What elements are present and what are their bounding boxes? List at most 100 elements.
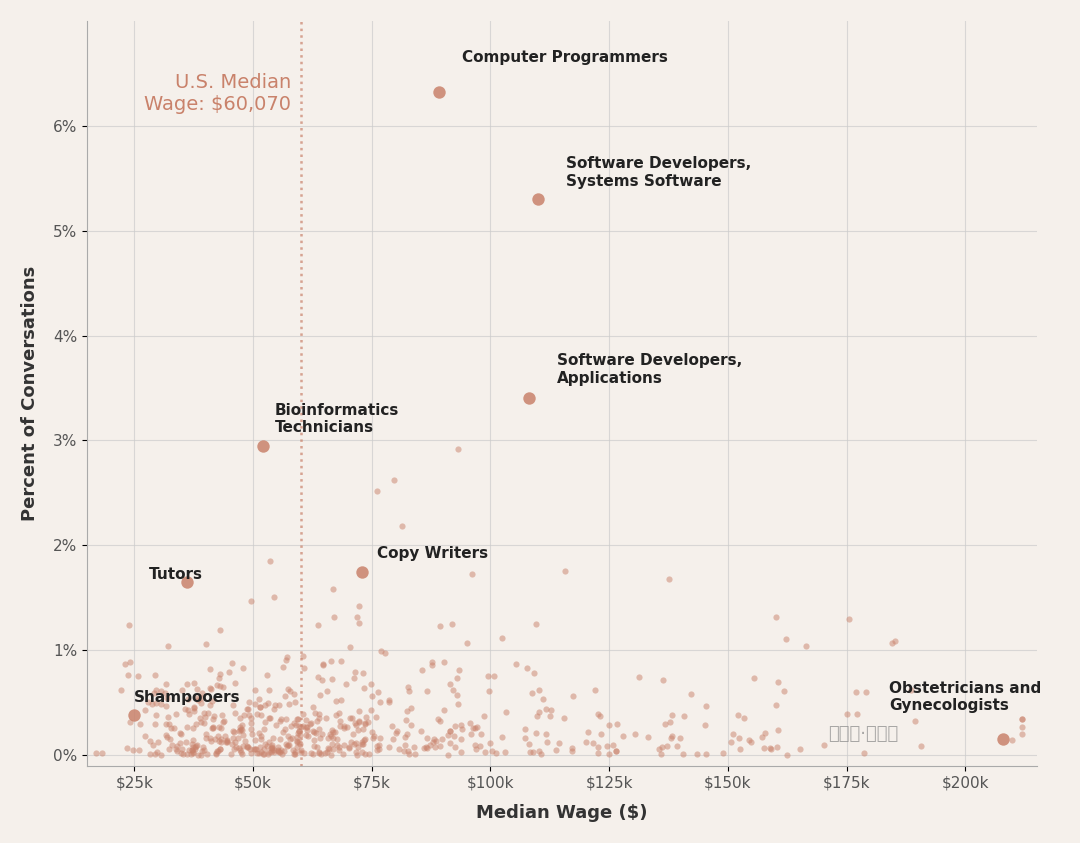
Point bbox=[626, 728, 644, 741]
Point bbox=[289, 712, 307, 726]
Point bbox=[887, 634, 904, 647]
Point bbox=[288, 730, 306, 744]
Point bbox=[252, 740, 269, 754]
Point bbox=[167, 707, 185, 721]
Point bbox=[715, 746, 732, 760]
Point bbox=[318, 711, 335, 725]
Point bbox=[346, 666, 363, 679]
Point bbox=[740, 733, 757, 747]
Point bbox=[211, 671, 228, 685]
Point bbox=[324, 743, 341, 756]
Point bbox=[444, 617, 461, 631]
Point bbox=[214, 708, 231, 722]
Point bbox=[227, 740, 244, 754]
Point bbox=[136, 730, 153, 744]
Text: Obstetricians and
Gynecologists: Obstetricians and Gynecologists bbox=[890, 680, 1042, 713]
Point bbox=[362, 678, 379, 691]
Point bbox=[291, 735, 308, 749]
Point bbox=[306, 733, 323, 747]
Point bbox=[376, 647, 393, 660]
Point bbox=[302, 717, 320, 730]
Point bbox=[231, 741, 248, 754]
Point bbox=[607, 744, 624, 757]
Point bbox=[152, 748, 170, 761]
Point bbox=[167, 743, 185, 756]
Point bbox=[189, 691, 206, 705]
Point bbox=[697, 718, 714, 732]
Point bbox=[310, 707, 327, 721]
Point bbox=[212, 721, 229, 734]
Point bbox=[280, 682, 297, 695]
Point bbox=[288, 740, 306, 754]
Point bbox=[373, 645, 390, 658]
Point bbox=[217, 735, 234, 749]
Point bbox=[145, 738, 162, 752]
Point bbox=[421, 738, 438, 752]
Point bbox=[212, 742, 229, 755]
Point bbox=[524, 745, 541, 759]
Point bbox=[400, 747, 417, 760]
Point bbox=[262, 745, 280, 759]
Point bbox=[463, 566, 481, 580]
Point bbox=[195, 717, 213, 730]
Point bbox=[1014, 712, 1031, 726]
Point bbox=[323, 748, 340, 761]
Point bbox=[234, 728, 252, 742]
Point bbox=[226, 676, 243, 690]
Point bbox=[383, 720, 401, 733]
Text: Copy Writers: Copy Writers bbox=[377, 546, 488, 561]
Point bbox=[258, 668, 275, 682]
Point bbox=[146, 686, 163, 700]
Point bbox=[292, 728, 309, 742]
Point bbox=[322, 729, 339, 743]
Point bbox=[353, 565, 370, 578]
Point bbox=[496, 745, 513, 759]
Point bbox=[210, 744, 227, 758]
Point bbox=[497, 706, 514, 719]
Point bbox=[442, 736, 459, 749]
Point bbox=[324, 725, 341, 738]
Point bbox=[288, 735, 306, 749]
Point bbox=[353, 744, 370, 758]
Point bbox=[324, 583, 341, 596]
Point bbox=[224, 732, 241, 745]
Point bbox=[190, 748, 207, 761]
Point bbox=[260, 745, 278, 759]
Point bbox=[239, 738, 256, 752]
Point bbox=[204, 712, 221, 726]
Point bbox=[218, 735, 235, 749]
Point bbox=[192, 715, 210, 728]
Point bbox=[295, 662, 312, 675]
Point bbox=[473, 728, 490, 741]
Point bbox=[162, 733, 179, 746]
Text: Software Developers,
Applications: Software Developers, Applications bbox=[557, 353, 742, 386]
Point bbox=[264, 741, 281, 754]
Point bbox=[265, 744, 282, 757]
Point bbox=[310, 746, 327, 760]
Point bbox=[405, 740, 422, 754]
Point bbox=[591, 710, 608, 723]
Point bbox=[351, 714, 368, 728]
Point bbox=[269, 744, 286, 758]
Point bbox=[356, 733, 374, 746]
Point bbox=[325, 731, 342, 744]
Point bbox=[185, 676, 202, 690]
Point bbox=[442, 724, 459, 738]
Point bbox=[298, 723, 315, 737]
Point bbox=[260, 735, 278, 749]
Point bbox=[341, 640, 359, 653]
Point bbox=[274, 660, 292, 674]
Point bbox=[346, 717, 363, 730]
Point bbox=[147, 668, 164, 681]
Point bbox=[318, 746, 335, 760]
Point bbox=[663, 729, 680, 743]
Point bbox=[308, 740, 325, 754]
Point bbox=[453, 717, 470, 731]
Point bbox=[302, 746, 320, 760]
Point bbox=[535, 693, 552, 706]
Point bbox=[195, 706, 213, 720]
Point bbox=[767, 698, 784, 711]
Point bbox=[117, 658, 134, 671]
Point bbox=[517, 732, 535, 745]
Point bbox=[185, 733, 202, 747]
